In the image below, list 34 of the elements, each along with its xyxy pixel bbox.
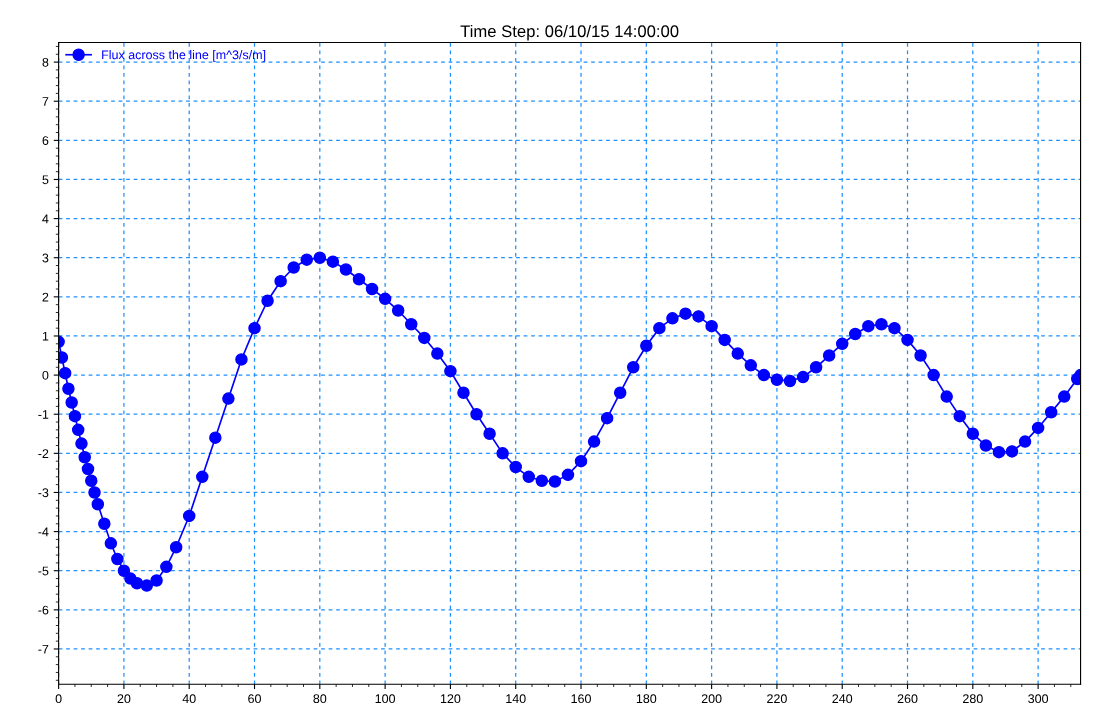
- y-tick-label: 8: [42, 57, 49, 67]
- x-tick-label: 60: [248, 694, 261, 704]
- y-tick-label: -6: [38, 605, 49, 615]
- x-tick-label: 0: [55, 694, 62, 704]
- x-tick-label: 120: [440, 694, 461, 704]
- x-tick-label: 180: [636, 694, 657, 704]
- y-tick-label: 6: [42, 136, 49, 145]
- x-tick-label: 40: [182, 694, 196, 704]
- x-tick-label: 160: [571, 694, 591, 704]
- y-tick-label: -2: [38, 449, 49, 458]
- x-tick-label: 100: [375, 694, 396, 704]
- y-tick-label: -5: [38, 566, 49, 576]
- y-tick-label: 7: [42, 97, 49, 106]
- y-tick-label: -7: [38, 644, 49, 654]
- y-tick-label: -1: [38, 410, 49, 419]
- y-tick-label: 2: [42, 292, 49, 302]
- y-tick-label: 0: [42, 370, 49, 380]
- chart-title: Time Step: 06/10/15 14:00:00: [460, 24, 679, 41]
- x-tick-label: 280: [963, 694, 983, 704]
- x-tick-label: 20: [117, 694, 131, 704]
- x-tick-label: 220: [767, 694, 787, 704]
- y-tick-label: 5: [42, 175, 49, 185]
- x-tick-label: 300: [1028, 694, 1049, 704]
- x-tick-label: 140: [506, 694, 526, 704]
- legend-label: Flux across the line [m^3/s/m]: [102, 50, 266, 62]
- y-tick-label: -3: [38, 488, 49, 498]
- x-tick-label: 260: [897, 694, 918, 704]
- y-tick-label: 3: [42, 253, 49, 263]
- x-tick-label: 240: [832, 694, 853, 704]
- x-tick-label: 200: [701, 694, 722, 704]
- y-tick-label: -4: [38, 527, 49, 537]
- y-tick-label: 1: [42, 331, 49, 341]
- x-tick-label: 80: [313, 694, 327, 704]
- y-tick-label: 4: [42, 214, 49, 224]
